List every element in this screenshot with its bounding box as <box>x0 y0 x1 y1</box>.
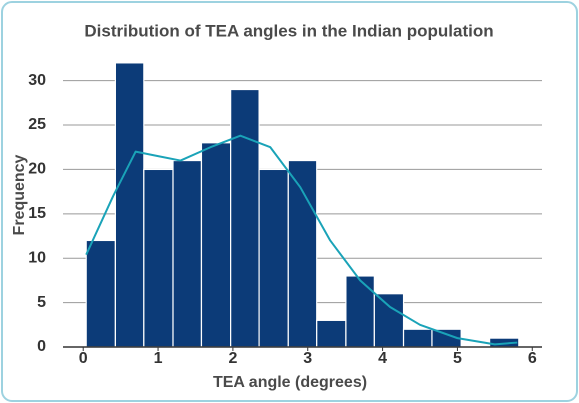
y-tick-label: 15 <box>28 205 46 222</box>
bar <box>200 142 232 348</box>
bar <box>316 319 347 348</box>
y-axis-label: Frequency <box>11 154 28 235</box>
x-tick-label: 3 <box>303 350 312 367</box>
bar <box>143 168 174 348</box>
y-tick-label: 5 <box>37 294 46 311</box>
bar <box>287 159 318 348</box>
x-tick-label: 5 <box>453 350 462 367</box>
x-tick-label: 6 <box>528 350 537 367</box>
x-axis-label: TEA angle (degrees) <box>213 374 367 391</box>
bar <box>345 275 375 348</box>
y-tick-label: 10 <box>28 249 46 266</box>
x-tick-label: 2 <box>228 350 237 367</box>
x-tick-label: 4 <box>378 350 387 367</box>
bar <box>258 168 289 348</box>
y-tick-label: 20 <box>28 161 46 178</box>
density-curve <box>85 134 518 346</box>
y-tick-label: 25 <box>28 116 46 133</box>
bar <box>85 239 116 348</box>
chart-title: Distribution of TEA angles in the Indian… <box>84 21 493 40</box>
bar <box>230 88 260 348</box>
x-tick-label: 0 <box>79 350 88 367</box>
y-tick-label: 30 <box>28 72 46 89</box>
bar <box>172 159 203 348</box>
x-tick-label: 1 <box>154 350 163 367</box>
bar <box>373 293 405 348</box>
bar <box>114 62 145 348</box>
y-tick-label: 0 <box>37 338 46 355</box>
bar <box>402 328 433 348</box>
